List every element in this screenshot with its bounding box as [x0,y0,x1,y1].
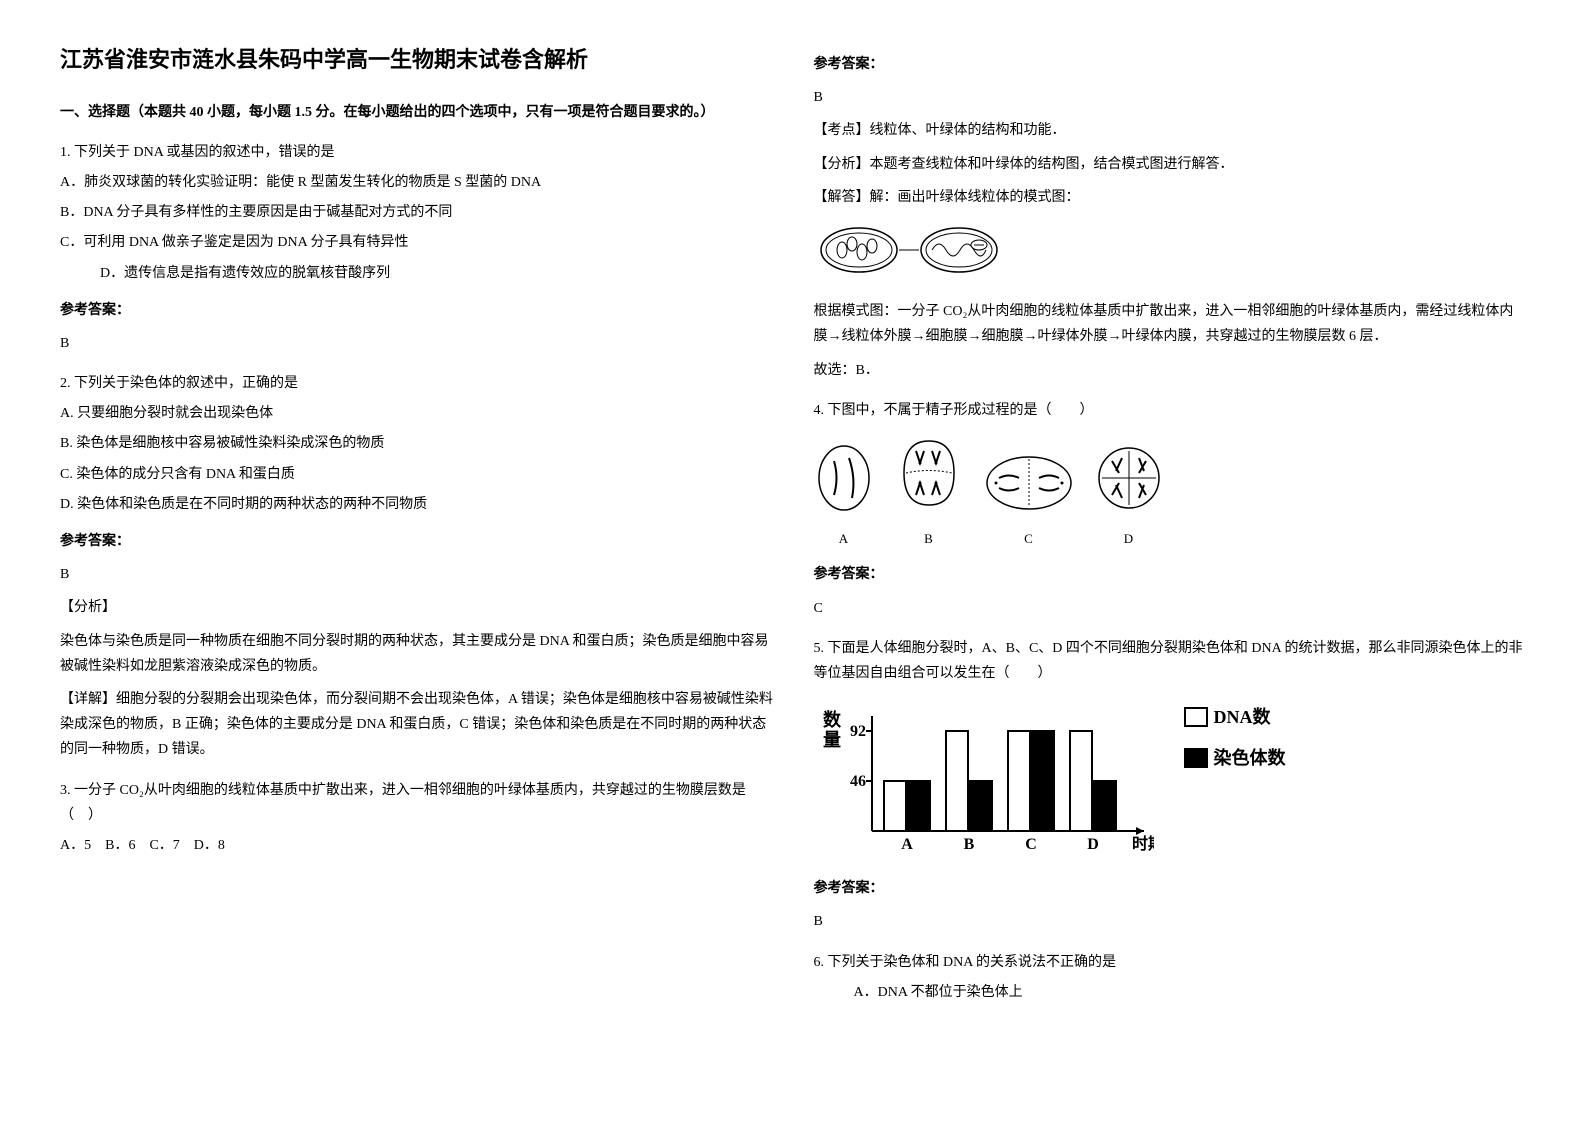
q2-analysis-label: 【分析】 [60,595,774,620]
cell-c-svg [984,453,1074,513]
q3-options: A．5 B．6 C．7 D．8 [60,833,774,858]
cell-a-svg [814,443,874,513]
legend-chrom: 染色体数 [1184,742,1286,774]
cell-d-svg [1094,443,1164,513]
legend-box-white [1184,707,1208,727]
right-column: 参考答案： B 【考点】线粒体、叶绿体的结构和功能． 【分析】本题考查线粒体和叶… [814,40,1528,1005]
q3-jieda-text: 根据模式图：一分子 CO₂从叶肉细胞的线粒体基质中扩散出来，进入一相邻细胞的叶绿… [814,299,1528,349]
q2-option-b: B. 染色体是细胞核中容易被碱性染料染成深色的物质 [60,431,774,456]
x-axis-label: 时期 [1132,834,1154,853]
y-tick-46: 46 [850,773,866,790]
question-4: 4. 下图中，不属于精子形成过程的是（ ） [814,398,1528,423]
cat-d: D [1087,836,1099,853]
bar-chart-svg: 数 量 92 46 A B [814,701,1154,861]
meiosis-diagram: A B [814,433,1528,551]
chloroplast-mitochondria-svg [814,220,1014,280]
q2-detail: 【详解】细胞分裂的分裂期会出现染色体，而分裂间期不会出现染色体，A 错误；染色体… [60,687,774,763]
q1-answer: B [60,331,774,356]
cell-b-svg [894,433,964,513]
cat-b: B [963,836,974,853]
cell-b-label: B [894,527,964,550]
y-tick-92: 92 [850,723,866,740]
exam-page: 江苏省淮安市涟水县朱码中学高一生物期末试卷含解析 一、选择题（本题共 40 小题… [60,40,1527,1005]
q3-kaodian: 【考点】线粒体、叶绿体的结构和功能． [814,118,1528,143]
q1-option-d: D．遗传信息是指有遗传效应的脱氧核苷酸序列 [100,261,774,286]
q4-answer-label: 参考答案： [814,562,1528,587]
page-title: 江苏省淮安市涟水县朱码中学高一生物期末试卷含解析 [60,40,774,80]
legend-dna-label: DNA数 [1214,701,1271,733]
q3-jieda-label: 【解答】解：画出叶绿体线粒体的模式图： [814,185,1528,210]
question-1: 1. 下列关于 DNA 或基因的叙述中，错误的是 [60,140,774,165]
bar-chart-container: 数 量 92 46 A B [814,701,1528,861]
cat-a: A [901,836,913,853]
q2-answer-label: 参考答案： [60,529,774,554]
q2-option-a: A. 只要细胞分裂时就会出现染色体 [60,401,774,426]
cell-d-label: D [1094,527,1164,550]
q2-answer: B [60,562,774,587]
q4-answer: C [814,596,1528,621]
legend-chrom-label: 染色体数 [1214,742,1286,774]
q3-answer: B [814,85,1528,110]
cat-c: C [1025,836,1037,853]
left-column: 江苏省淮安市涟水县朱码中学高一生物期末试卷含解析 一、选择题（本题共 40 小题… [60,40,774,1005]
q5-answer-label: 参考答案： [814,876,1528,901]
q3-fenxi: 【分析】本题考查线粒体和叶绿体的结构图，结合模式图进行解答． [814,152,1528,177]
cell-d: D [1094,443,1164,551]
q6-option-a: A．DNA 不都位于染色体上 [854,980,1528,1005]
q3-guxuan: 故选：B． [814,358,1528,383]
cell-c-label: C [984,527,1074,550]
q1-option-a: A．肺炎双球菌的转化实验证明：能使 R 型菌发生转化的物质是 S 型菌的 DNA [60,170,774,195]
q2-option-c: C. 染色体的成分只含有 DNA 和蛋白质 [60,462,774,487]
q1-option-c: C．可利用 DNA 做亲子鉴定是因为 DNA 分子具有特异性 [60,230,774,255]
svg-text:量: 量 [823,729,841,750]
q2-analysis: 染色体与染色质是同一种物质在细胞不同分裂时期的两种状态，其主要成分是 DNA 和… [60,629,774,679]
question-3: 3. 一分子 CO₂从叶肉细胞的线粒体基质中扩散出来，进入一相邻细胞的叶绿体基质… [60,778,774,828]
question-6: 6. 下列关于染色体和 DNA 的关系说法不正确的是 [814,950,1528,975]
organelle-diagram [814,220,1528,289]
legend-dna: DNA数 [1184,701,1286,733]
chart-legend: DNA数 染色体数 [1184,701,1286,774]
q1-option-b: B．DNA 分子具有多样性的主要原因是由于碱基配对方式的不同 [60,200,774,225]
q2-option-d: D. 染色体和染色质是在不同时期的两种状态的两种不同物质 [60,492,774,517]
question-5: 5. 下面是人体细胞分裂时，A、B、C、D 四个不同细胞分裂期染色体和 DNA … [814,636,1528,686]
cell-a: A [814,443,874,551]
legend-box-black [1184,748,1208,768]
section-header: 一、选择题（本题共 40 小题，每小题 1.5 分。在每小题给出的四个选项中，只… [60,100,774,125]
y-axis-label: 数 [823,709,842,730]
question-2: 2. 下列关于染色体的叙述中，正确的是 [60,371,774,396]
cell-a-label: A [814,527,874,550]
cell-b: B [894,433,964,551]
q5-answer: B [814,909,1528,934]
q1-answer-label: 参考答案： [60,298,774,323]
cell-c: C [984,453,1074,551]
q3-answer-label: 参考答案： [814,52,1528,77]
